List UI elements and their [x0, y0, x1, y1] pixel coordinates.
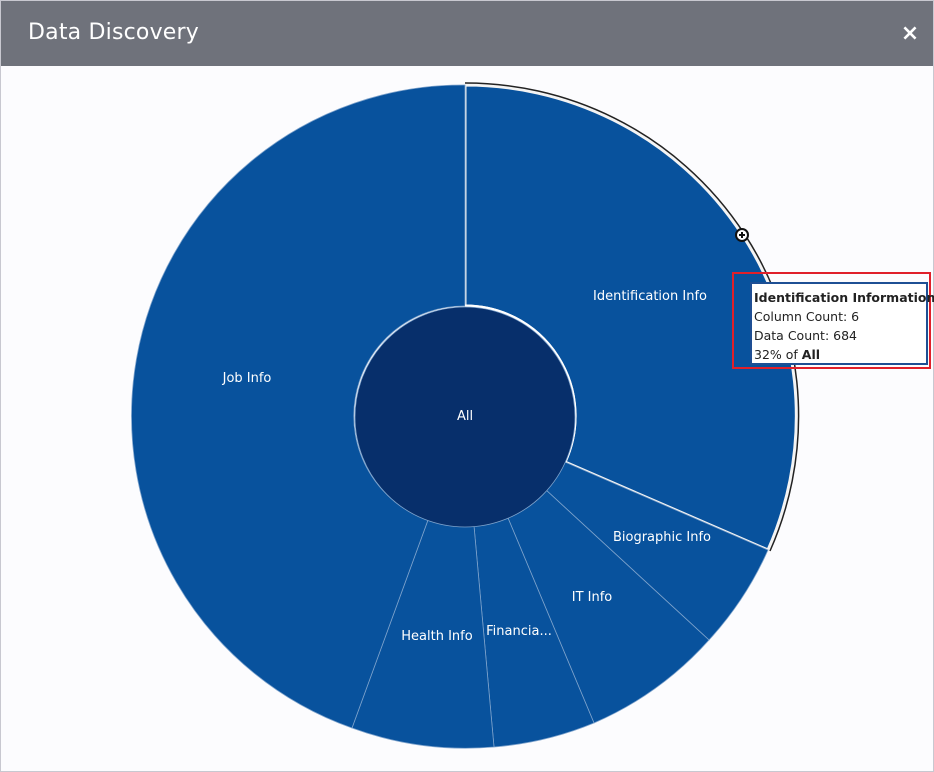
- tooltip-data-count: Data Count: 684: [754, 328, 857, 343]
- dialog-title: Data Discovery: [28, 20, 200, 45]
- tooltip-title: Identification Information: [754, 290, 934, 305]
- segment-job-info[interactable]: [131, 84, 466, 729]
- dialog-titlebar: Data Discovery ×: [1, 1, 933, 66]
- label-financial-info: Financia...: [486, 624, 552, 639]
- label-identification-info: Identification Info: [593, 289, 707, 304]
- segment-tooltip: Identification Information Column Count:…: [750, 282, 934, 365]
- label-job-info: Job Info: [222, 371, 272, 386]
- plus-circle-icon[interactable]: [735, 228, 749, 242]
- tooltip-share-prefix: 32% of: [754, 347, 802, 362]
- label-biographic-info: Biographic Info: [613, 530, 711, 545]
- tooltip-share: 32% of All: [754, 345, 926, 364]
- center-all[interactable]: [354, 306, 576, 528]
- tooltip-column-count: Column Count: 6: [754, 309, 860, 324]
- close-icon[interactable]: ×: [900, 21, 920, 46]
- tooltip-highlight-box: [732, 272, 931, 369]
- label-it-info: IT Info: [572, 590, 613, 605]
- center-label: All: [457, 409, 473, 424]
- label-health-info: Health Info: [401, 629, 472, 644]
- tooltip-share-target: All: [801, 347, 821, 362]
